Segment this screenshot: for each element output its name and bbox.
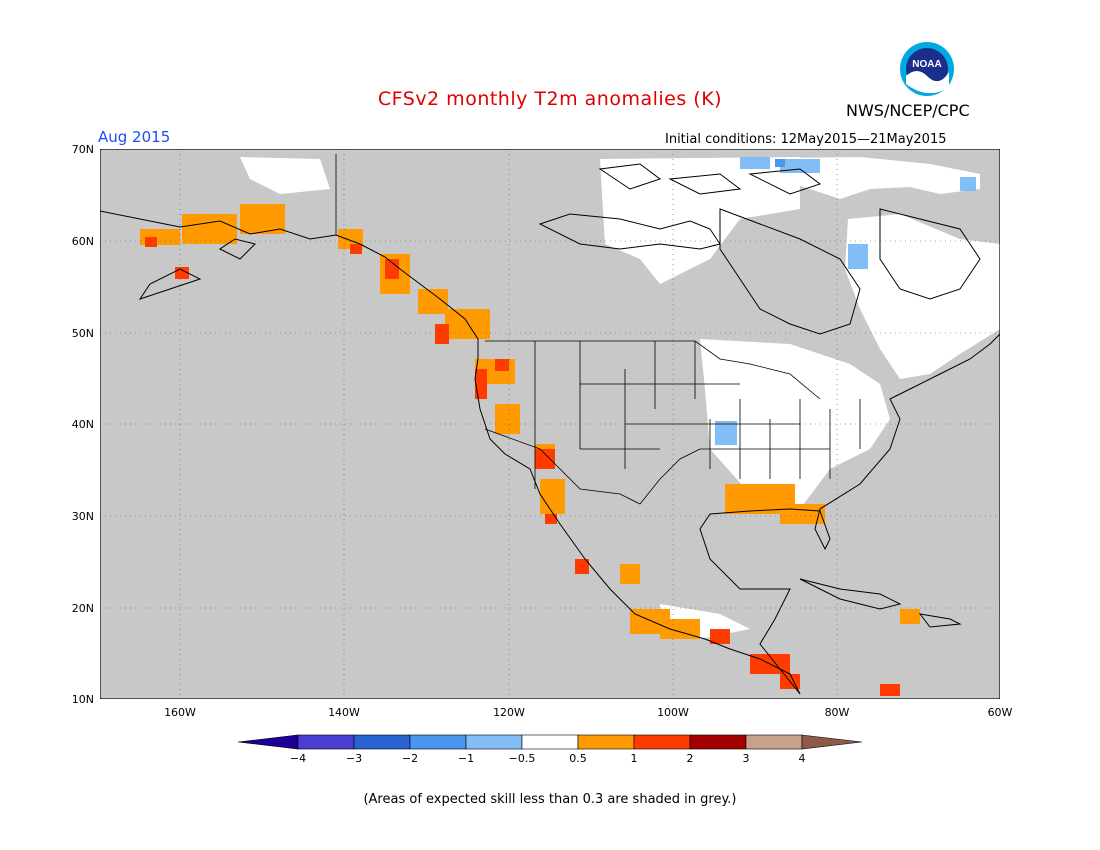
colorbar-label: −2 bbox=[401, 752, 419, 765]
colorbar-segment bbox=[801, 734, 862, 750]
lat-label: 30N bbox=[71, 510, 94, 523]
colorbar-segment bbox=[689, 734, 747, 750]
lat-lon-grid bbox=[100, 149, 1000, 699]
colorbar-label: 3 bbox=[742, 752, 750, 765]
lon-label: 120W bbox=[493, 706, 525, 719]
warm-anomaly-areas bbox=[140, 204, 920, 639]
colorbar bbox=[238, 734, 862, 750]
colorbar-segment bbox=[409, 734, 467, 750]
coastlines bbox=[100, 163, 1000, 695]
colorbar-label: −1 bbox=[457, 752, 475, 765]
initial-conditions-label: Initial conditions: 12May2015—21May2015 bbox=[665, 132, 947, 147]
lon-label: 160W bbox=[164, 706, 196, 719]
colorbar-segment bbox=[238, 734, 299, 750]
lon-label: 60W bbox=[987, 706, 1013, 719]
cold-anomaly-areas bbox=[715, 157, 976, 445]
colorbar-label: 1 bbox=[630, 752, 638, 765]
colorbar-segment bbox=[297, 734, 355, 750]
lat-label: 20N bbox=[71, 602, 94, 615]
lat-label: 50N bbox=[71, 327, 94, 340]
skill-footnote: (Areas of expected skill less than 0.3 a… bbox=[363, 792, 737, 807]
noaa-logo: NOAA bbox=[893, 40, 961, 102]
colorbar-label: −3 bbox=[345, 752, 363, 765]
lon-label: 140W bbox=[328, 706, 360, 719]
logo-text: NOAA bbox=[912, 59, 941, 70]
colorbar-segment bbox=[577, 734, 635, 750]
anomaly-map bbox=[100, 149, 1000, 699]
lat-label: 40N bbox=[71, 418, 94, 431]
lon-label: 100W bbox=[657, 706, 689, 719]
lat-label: 70N bbox=[71, 143, 94, 156]
colorbar-segment bbox=[633, 734, 691, 750]
colorbar-segment bbox=[745, 734, 803, 750]
lat-label: 60N bbox=[71, 235, 94, 248]
map-title: CFSv2 monthly T2m anomalies (K) bbox=[377, 88, 723, 110]
political-borders bbox=[335, 154, 861, 505]
colorbar-label: 0.5 bbox=[569, 752, 587, 765]
valid-month-label: Aug 2015 bbox=[98, 128, 171, 146]
colorbar-segment bbox=[465, 734, 523, 750]
colorbar-label: 4 bbox=[798, 752, 806, 765]
colorbar-segment bbox=[521, 734, 579, 750]
colorbar-label: 2 bbox=[686, 752, 694, 765]
colorbar-label: −0.5 bbox=[508, 752, 536, 765]
colorbar-label: −4 bbox=[289, 752, 307, 765]
colorbar-segment bbox=[353, 734, 411, 750]
lat-label: 10N bbox=[71, 693, 94, 706]
lon-label: 80W bbox=[824, 706, 850, 719]
organization-label: NWS/NCEP/CPC bbox=[846, 101, 970, 120]
